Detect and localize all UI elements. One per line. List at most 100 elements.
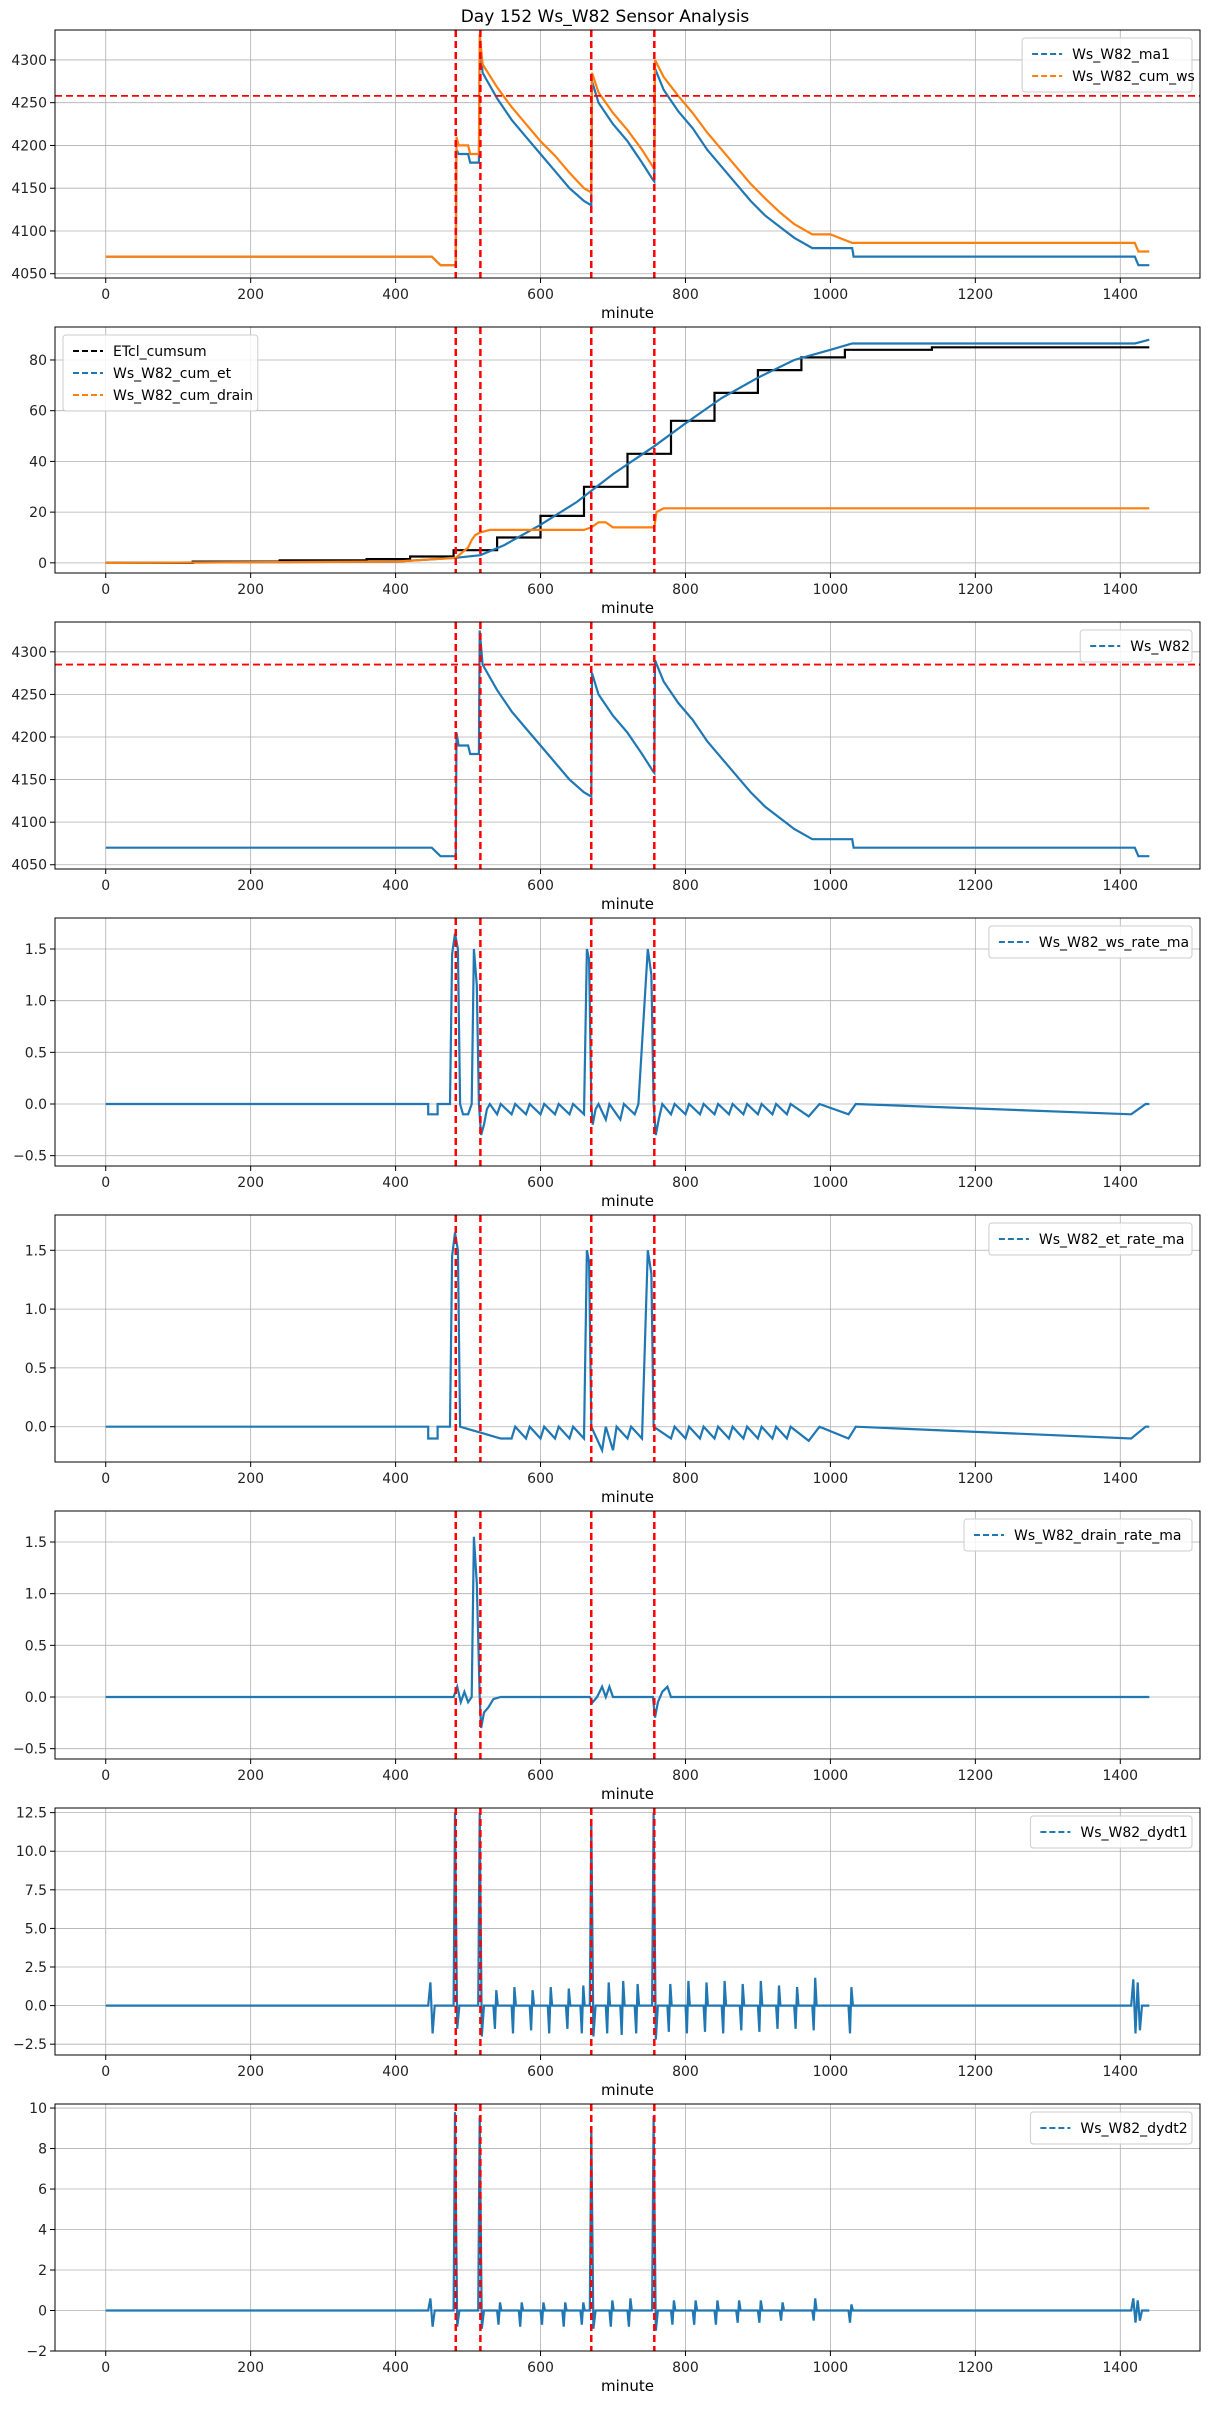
x-tick-label: 1400 <box>1102 1768 1138 1784</box>
x-tick-label: 1400 <box>1102 878 1138 894</box>
y-tick-label: 6 <box>38 2182 47 2198</box>
legend-box <box>1079 629 1193 663</box>
panel-4: 0 200 400 600 800 1000 1200 1400 −0.5 0.0 0.5 1.0 1.… <box>13 917 1201 1210</box>
x-tick-label: 600 <box>527 2360 554 2376</box>
legend-label: Ws_W82_et_rate_ma <box>1039 1232 1185 1248</box>
legend-box <box>1021 37 1193 93</box>
x-tick-label: 1000 <box>813 1471 849 1487</box>
x-axis-label: minute <box>601 895 654 913</box>
x-tick-label: 1200 <box>958 2360 994 2376</box>
x-tick-label: 800 <box>672 287 699 303</box>
subplots: 0 200 400 600 800 1000 1200 1400405041004150420… <box>11 29 1201 2395</box>
axes-frame <box>54 1214 1201 1463</box>
series-line-Ws_W82_ws_rate_ma <box>105 933 1150 1136</box>
y-tick-label: 10 <box>29 2101 47 2117</box>
axes-frame <box>54 621 1201 870</box>
x-tick-label: 400 <box>382 2064 409 2080</box>
legend: Ws_W82_drain_rate_ma <box>963 1518 1193 1552</box>
y-tick-label: 4100 <box>11 224 47 240</box>
panel-3: 0 200 400 600 800 1000 1200 1400 4050 4100 4150 420… <box>11 621 1201 913</box>
legend: Ws_W82_dydt1 <box>1029 1815 1193 1849</box>
y-tick-label: 0.0 <box>25 1097 47 1113</box>
panel-2: 0 200 400 600 800 1000 1200 1400 0 20 40 60 80 minute… <box>29 326 1201 617</box>
x-tick-label: 600 <box>527 582 554 598</box>
y-tick-label: 0 <box>38 2304 47 2320</box>
x-tick-label: 1400 <box>1102 287 1138 303</box>
y-tick-label: 0.0 <box>25 1420 47 1436</box>
y-tick-label: 2 <box>38 2263 47 2279</box>
plot-area <box>105 2104 1150 2351</box>
y-tick-label: 1.5 <box>25 942 47 958</box>
x-tick-label: 1000 <box>813 2064 849 2080</box>
axes-frame <box>54 2103 1201 2352</box>
y-tick-label: 4300 <box>11 53 47 69</box>
x-tick-label: 400 <box>382 287 409 303</box>
y-tick-label: 4200 <box>11 138 47 154</box>
y-tick-label: 2.5 <box>25 1960 47 1976</box>
x-tick-label: 1200 <box>958 1175 994 1191</box>
legend: ETcl_cumsum Ws_W82_cum_et Ws_W82_cum_drain <box>62 334 259 412</box>
plot-area <box>105 918 1150 1166</box>
panel-7: 0 200 400 600 800 1000 1200 1400 −2.5 0.0 2.5 5.0 7.… <box>13 1806 1201 2099</box>
x-tick-label: 400 <box>382 1768 409 1784</box>
axes-frame <box>54 326 1201 574</box>
series-line-Ws_W82_drain_rate_ma <box>105 1536 1150 1729</box>
y-tick-label: 4250 <box>11 687 47 703</box>
x-tick-label: 600 <box>527 1768 554 1784</box>
x-axis-label: minute <box>601 2377 654 2395</box>
series-line-Ws_W82_cum_drain <box>105 507 1150 564</box>
x-tick-label: 200 <box>237 582 264 598</box>
figure-title: Day 152 Ws_W82 Sensor Analysis <box>461 7 750 27</box>
x-tick-label: 1400 <box>1102 1175 1138 1191</box>
y-tick-label: 0.5 <box>25 1638 47 1654</box>
series-line-Ws_W82_dydt1 <box>105 1812 1150 2040</box>
x-tick-label: 800 <box>672 2360 699 2376</box>
y-tick-label: 8 <box>38 2142 47 2158</box>
x-tick-label: 1200 <box>958 2064 994 2080</box>
y-tick-label: 4 <box>38 2223 47 2239</box>
y-tick-label: 4100 <box>11 815 47 831</box>
x-tick-label: 400 <box>382 878 409 894</box>
y-tick-label: 0 <box>38 556 47 572</box>
legend: Ws_W82_ma1 Ws_W82_cum_ws <box>1021 37 1195 93</box>
x-axis-label: minute <box>601 1785 654 1803</box>
x-tick-label: 200 <box>237 2064 264 2080</box>
x-tick-label: 200 <box>237 1471 264 1487</box>
y-tick-label: −2.5 <box>13 2037 47 2053</box>
y-tick-label: 1.0 <box>25 1302 47 1318</box>
legend-label: Ws_W82_dydt2 <box>1080 2121 1187 2137</box>
x-tick-label: 1200 <box>958 878 994 894</box>
series-line-ETcl_cumsum <box>105 346 1150 564</box>
x-tick-label: 1000 <box>813 582 849 598</box>
x-tick-label: 0 <box>101 582 110 598</box>
legend-box <box>1029 1815 1193 1849</box>
x-tick-label: 200 <box>237 2360 264 2376</box>
legend-box <box>963 1518 1193 1552</box>
legend-box <box>1029 2111 1193 2145</box>
series-line-Ws_W82_dydt2 <box>105 2112 1150 2331</box>
series-line-Ws_W82_cum_et <box>105 338 1150 564</box>
x-tick-label: 600 <box>527 878 554 894</box>
y-tick-label: 12.5 <box>16 1806 47 1822</box>
plot-area <box>105 327 1150 573</box>
x-tick-label: 800 <box>672 1768 699 1784</box>
series-line-Ws_W82 <box>105 630 1150 858</box>
y-tick-label: −0.5 <box>13 1149 47 1165</box>
panel-6: 0 200 400 600 800 1000 1200 1400 −0.5 0.0 0.5 1.0 1.… <box>13 1510 1201 1803</box>
y-tick-label: 10.0 <box>16 1844 47 1860</box>
x-tick-label: 1200 <box>958 287 994 303</box>
y-tick-label: 4150 <box>11 181 47 197</box>
x-tick-label: 800 <box>672 1471 699 1487</box>
x-tick-label: 600 <box>527 287 554 303</box>
x-tick-label: 400 <box>382 1471 409 1487</box>
x-axis-label: minute <box>601 1488 654 1506</box>
x-tick-label: 1000 <box>813 878 849 894</box>
x-tick-label: 0 <box>101 287 110 303</box>
legend-box <box>988 925 1193 959</box>
plot-area <box>105 1215 1150 1462</box>
y-tick-label: 5.0 <box>25 1921 47 1937</box>
y-tick-label: −0.5 <box>13 1742 47 1758</box>
x-tick-label: 1200 <box>958 582 994 598</box>
y-tick-label: 40 <box>29 454 47 470</box>
